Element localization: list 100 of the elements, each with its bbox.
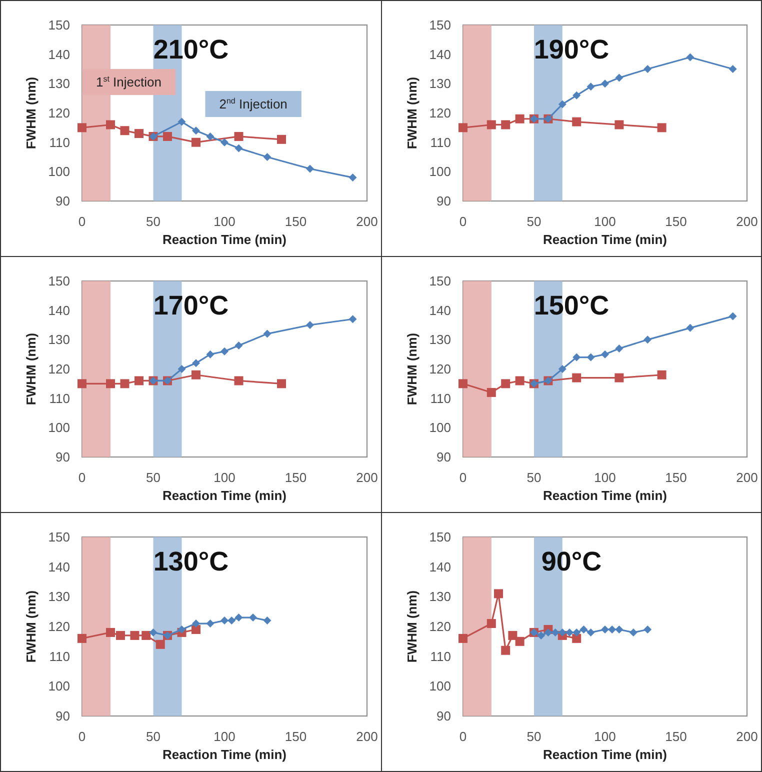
point: [572, 91, 581, 100]
point: [234, 132, 244, 141]
point: [206, 132, 214, 140]
point: [494, 589, 503, 598]
point: [572, 353, 581, 362]
y-tick-label: 150: [48, 18, 70, 32]
x-tick-label: 200: [356, 214, 378, 229]
point: [486, 619, 496, 628]
x-tick-label: 100: [594, 470, 616, 485]
chart-title: 190°C: [534, 34, 610, 64]
point: [601, 625, 609, 634]
point: [220, 138, 228, 146]
y-tick-label: 90: [56, 708, 70, 724]
x-tick-label: 150: [665, 729, 687, 744]
x-tick-label: 150: [665, 214, 687, 229]
chart-title: 90°C: [541, 546, 602, 576]
point: [686, 53, 694, 62]
x-tick-label: 50: [146, 470, 160, 485]
y-tick-label: 150: [48, 274, 70, 288]
y-axis-title: FWHM (nm): [23, 590, 38, 663]
point: [572, 117, 582, 126]
point: [78, 123, 86, 132]
y-tick-label: 110: [49, 390, 70, 406]
point: [163, 132, 172, 141]
y-tick-label: 120: [429, 362, 451, 376]
point: [116, 630, 125, 640]
point: [106, 120, 115, 130]
x-tick-label: 0: [459, 729, 467, 744]
y-tick-label: 110: [49, 648, 70, 664]
x-tick-label: 50: [146, 729, 160, 744]
point: [601, 80, 609, 88]
point: [458, 123, 468, 132]
y-tick-label: 120: [48, 106, 70, 120]
point: [192, 370, 200, 380]
chart-title: 130°C: [153, 546, 229, 576]
x-tick-label: 100: [594, 214, 616, 229]
point: [629, 628, 638, 636]
point: [134, 376, 144, 386]
y-axis-title: FWHM (nm): [404, 590, 420, 663]
point: [551, 628, 560, 636]
y-tick-label: 120: [429, 619, 451, 634]
point: [120, 126, 130, 136]
y-tick-label: 120: [48, 362, 70, 376]
point: [234, 614, 243, 622]
x-tick-label: 50: [146, 214, 160, 229]
y-tick-label: 130: [48, 589, 70, 604]
point: [508, 630, 518, 640]
y-tick-label: 150: [48, 530, 70, 544]
y-tick-label: 120: [429, 106, 451, 120]
x-tick-label: 0: [459, 470, 467, 485]
point: [728, 312, 737, 320]
point: [249, 614, 257, 622]
point: [220, 347, 228, 356]
y-tick-label: 150: [429, 530, 451, 544]
point: [515, 114, 524, 124]
y-tick-label: 90: [436, 194, 451, 208]
point: [558, 100, 566, 108]
point: [572, 373, 582, 382]
point: [614, 373, 624, 382]
x-axis-title: Reaction Time (min): [162, 488, 287, 503]
point: [558, 365, 566, 373]
y-tick-label: 140: [429, 302, 451, 318]
x-axis-title: Reaction Time (min): [542, 746, 668, 762]
point: [178, 365, 186, 373]
point: [544, 628, 552, 636]
y-tick-label: 100: [429, 164, 451, 180]
point: [515, 376, 524, 386]
y-tick-label: 150: [429, 274, 451, 288]
y-tick-label: 100: [429, 420, 451, 436]
point: [486, 120, 496, 130]
point: [615, 625, 624, 634]
point: [156, 640, 165, 649]
y-tick-label: 110: [49, 134, 70, 150]
x-tick-label: 200: [356, 729, 378, 744]
point: [228, 616, 236, 625]
point: [130, 630, 140, 640]
point: [134, 129, 144, 138]
point: [120, 379, 130, 388]
point: [306, 164, 314, 173]
y-tick-label: 90: [436, 708, 451, 724]
point: [234, 376, 244, 386]
y-axis-title: FWHM (nm): [23, 76, 38, 150]
point: [657, 123, 666, 132]
point: [192, 359, 200, 368]
x-tick-label: 200: [736, 470, 758, 485]
point: [192, 126, 200, 135]
y-tick-label: 90: [436, 450, 451, 464]
point: [566, 628, 574, 636]
point: [263, 330, 272, 338]
x-tick-label: 200: [736, 729, 758, 744]
chart-title: 170°C: [153, 290, 229, 320]
y-tick-label: 100: [429, 678, 451, 694]
point: [644, 625, 652, 634]
x-tick-label: 100: [214, 729, 236, 744]
point: [263, 153, 272, 161]
y-axis-title: FWHM (nm): [404, 332, 420, 406]
point: [686, 324, 694, 332]
point: [234, 144, 243, 152]
y-tick-label: 100: [48, 678, 70, 694]
y-tick-label: 100: [48, 420, 70, 436]
